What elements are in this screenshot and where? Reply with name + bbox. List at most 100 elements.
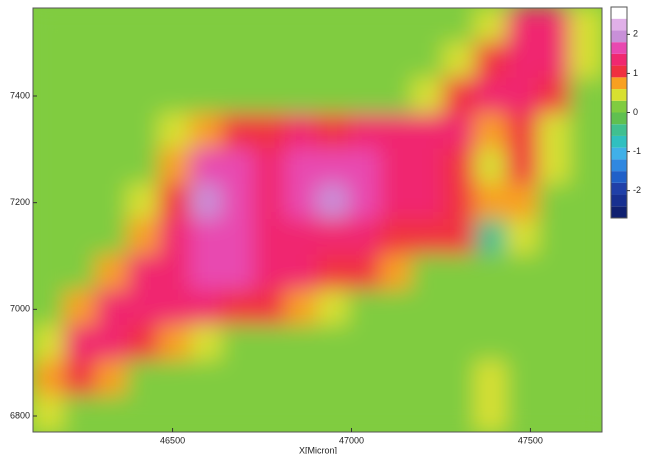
heatmap-cell (285, 290, 319, 327)
heatmap-cell (538, 184, 572, 221)
heatmap-cell (380, 42, 414, 79)
heatmap-cell (348, 254, 382, 291)
heatmap-cell (348, 325, 382, 362)
heatmap-cell (538, 148, 572, 185)
heatmap-cell (158, 184, 192, 221)
heatmap-cell (253, 7, 287, 44)
heatmap-cell (569, 219, 603, 256)
heatmap-cell (569, 148, 603, 185)
colorbar-segment (611, 101, 627, 113)
heatmap-cell (190, 7, 224, 44)
heatmap-cell (95, 78, 129, 115)
heatmap-cell (443, 360, 477, 397)
colorbar-segment (611, 30, 627, 42)
heatmap-cell (475, 113, 509, 150)
heatmap-cell (32, 360, 66, 397)
heatmap-cell (253, 290, 287, 327)
heatmap-cell (64, 325, 98, 362)
heatmap-cell (380, 360, 414, 397)
heatmap-cell (569, 360, 603, 397)
heatmap-cell (475, 148, 509, 185)
heatmap-cell (475, 325, 509, 362)
heatmap-cell (253, 148, 287, 185)
colorbar-segment (611, 42, 627, 54)
heatmap-cell (380, 290, 414, 327)
heatmap-cell (127, 42, 161, 79)
heatmap-cell (475, 219, 509, 256)
heatmap-cell (348, 360, 382, 397)
colorbar-segment (611, 206, 627, 218)
heatmap-cell (317, 148, 351, 185)
heatmap-cell (190, 219, 224, 256)
heatmap-cell (95, 42, 129, 79)
y-tick-label: 6800 (10, 410, 30, 420)
heatmap-cell (348, 42, 382, 79)
heatmap-cell (411, 325, 445, 362)
heatmap-cell (506, 184, 540, 221)
heatmap-cell (475, 42, 509, 79)
heatmap-cell (64, 254, 98, 291)
heatmap-cell (222, 325, 256, 362)
colorbar-segment (611, 19, 627, 31)
heatmap-cell (64, 148, 98, 185)
colorbar-segment (611, 183, 627, 195)
colorbar-segment (611, 136, 627, 148)
heatmap-cell (127, 219, 161, 256)
heatmap-cell (475, 290, 509, 327)
colorbar-tick-label: 1 (633, 68, 638, 78)
heatmap-cell (506, 7, 540, 44)
heatmap-cell (95, 184, 129, 221)
heatmap-cell (380, 254, 414, 291)
heatmap-cell (253, 184, 287, 221)
heatmap-cell (569, 254, 603, 291)
x-axis-label: X[Micron] (299, 445, 337, 454)
heatmap (32, 7, 603, 433)
heatmap-cell (32, 325, 66, 362)
heatmap-cell (317, 42, 351, 79)
heatmap-cell (411, 148, 445, 185)
heatmap-cell (317, 184, 351, 221)
heatmap-cell (506, 219, 540, 256)
heatmap-cell (64, 78, 98, 115)
heatmap-cell (32, 254, 66, 291)
heatmap-cell (317, 7, 351, 44)
heatmap-cell (506, 360, 540, 397)
heatmap-cell (158, 360, 192, 397)
heatmap-cell (411, 290, 445, 327)
heatmap-cell (95, 7, 129, 44)
colorbar-segment (611, 66, 627, 78)
heatmap-cell (158, 325, 192, 362)
colorbar-tick-label: 0 (633, 107, 638, 117)
heatmap-cell (443, 325, 477, 362)
heatmap-cell (222, 290, 256, 327)
colorbar-tick-label: -1 (633, 146, 641, 156)
heatmap-cell (253, 396, 287, 433)
heatmap-cell (285, 254, 319, 291)
chart: X[Micron] 465004700047500680070007200740… (0, 0, 649, 454)
heatmap-cell (380, 7, 414, 44)
heatmap-cell (95, 148, 129, 185)
heatmap-cell (443, 113, 477, 150)
heatmap-cell (127, 254, 161, 291)
heatmap-cell (95, 254, 129, 291)
heatmap-cell (317, 325, 351, 362)
heatmap-cell (317, 254, 351, 291)
heatmap-cell (253, 325, 287, 362)
heatmap-cell (253, 219, 287, 256)
heatmap-cell (506, 42, 540, 79)
heatmap-cell (127, 78, 161, 115)
heatmap-cell (64, 219, 98, 256)
heatmap-cell (569, 325, 603, 362)
heatmap-cell (285, 184, 319, 221)
colorbar-tick-label: -2 (633, 185, 641, 195)
colorbar-segment (611, 171, 627, 183)
heatmap-cell (158, 42, 192, 79)
heatmap-cell (569, 184, 603, 221)
x-tick-label: 47000 (339, 435, 364, 445)
heatmap-cell (64, 7, 98, 44)
heatmap-cell (506, 148, 540, 185)
heatmap-cell (411, 78, 445, 115)
colorbar-segment (611, 124, 627, 136)
heatmap-cell (348, 78, 382, 115)
heatmap-cell (443, 254, 477, 291)
